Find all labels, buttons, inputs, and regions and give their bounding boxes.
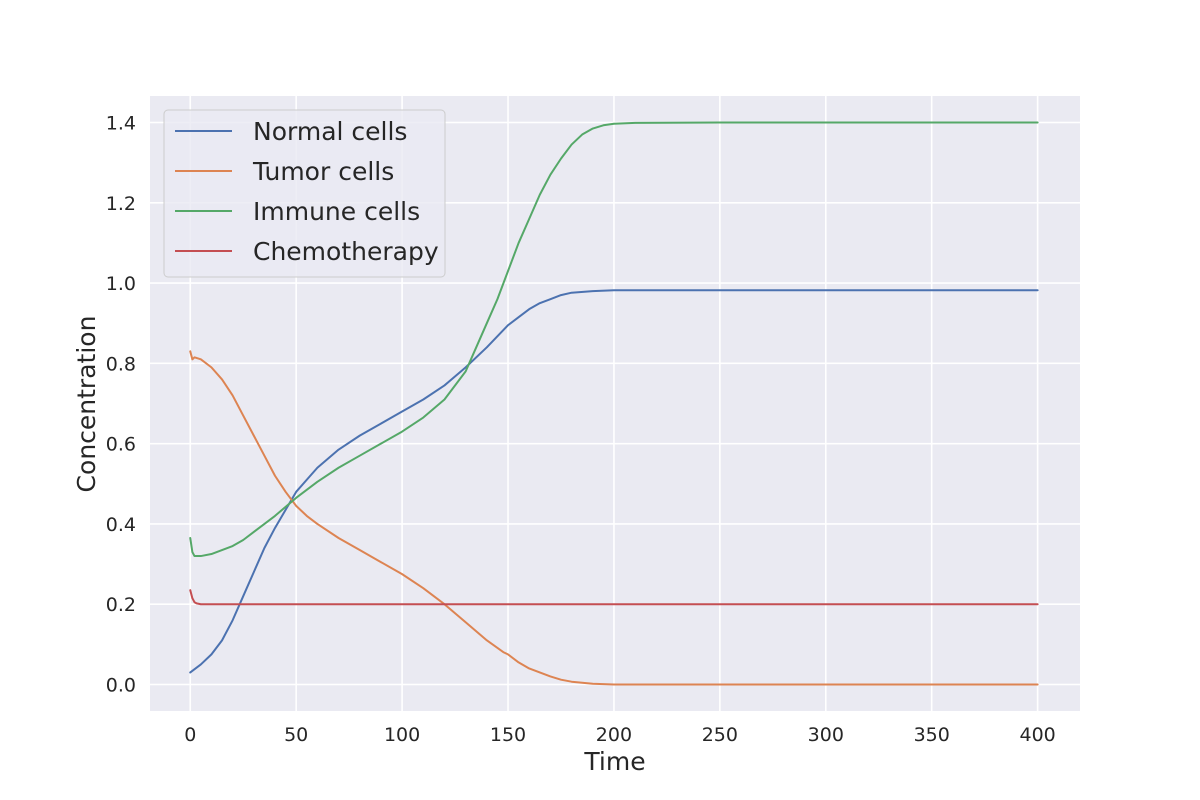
y-tick-label: 0.6 <box>106 434 136 456</box>
x-axis-label: Time <box>583 747 645 776</box>
x-tick-label: 0 <box>184 724 196 746</box>
x-tick-label: 100 <box>384 724 420 746</box>
y-tick-label: 1.4 <box>106 112 136 134</box>
x-tick-label: 150 <box>490 724 526 746</box>
series-line-immune-cells <box>189 121 1039 558</box>
x-tick-label: 50 <box>284 724 308 746</box>
legend: Normal cells Tumor cells Immune cells Chemo… <box>163 109 446 278</box>
legend-label-tumor-cells: Tumor cells <box>252 157 394 186</box>
y-axis-label: Concentration <box>72 316 101 493</box>
legend-label-immune-cells: Immune cells <box>253 197 420 226</box>
y-tick-label: 0.4 <box>106 514 136 536</box>
y-tick-label: 1.0 <box>106 273 136 295</box>
series-line-tumor-cells <box>189 350 1039 686</box>
legend-label-normal-cells: Normal cells <box>253 117 407 146</box>
legend-label-chemotherapy: Chemotherapy <box>253 237 439 266</box>
y-tick-label: 0.2 <box>106 594 136 616</box>
y-tick-label: 0.8 <box>106 353 136 375</box>
x-tick-label: 350 <box>914 724 950 746</box>
x-tick-label: 400 <box>1019 724 1055 746</box>
x-tick-label: 300 <box>808 724 844 746</box>
legend-box <box>163 109 446 278</box>
series-layer <box>189 121 1039 686</box>
series-line-normal-cells <box>189 289 1039 674</box>
x-tick-label: 200 <box>596 724 632 746</box>
y-tick-label: 1.2 <box>106 193 136 215</box>
y-tick-label: 0.0 <box>106 675 136 697</box>
series-line-chemotherapy <box>189 589 1039 606</box>
tick-layer: 0 50 100 150 200 250 300 350 400 0.0 0.2 0.4 0.6 0.8 1… <box>106 112 1056 746</box>
x-tick-label: 250 <box>702 724 738 746</box>
